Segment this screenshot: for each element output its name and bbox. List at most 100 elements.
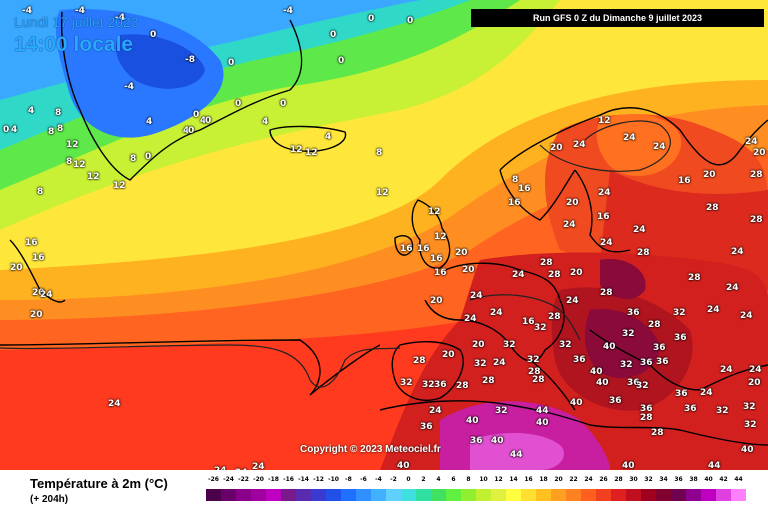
temperature-label: 24 [470,291,483,301]
temperature-label: 20 [430,296,443,306]
temperature-map: -4 -4 -4 -4 0 0 0 0 -8 0 0 -4 0 0 0 4 4 0 4 0 4 8 4 0 4 8 8 12 8 12 12… [0,0,768,470]
temperature-label: 28 [600,288,613,298]
temperature-label: 20 [442,350,455,360]
temperature-label: 40 [466,416,479,426]
temperature-label: 16 [522,317,535,327]
scale-swatch [251,489,266,501]
temperature-label: 20 [753,148,766,158]
temperature-label: 20 [30,310,43,320]
scale-swatch [386,489,401,501]
color-scale-bar [206,489,746,501]
scale-tick-label: 40 [704,476,713,483]
scale-swatch [656,489,671,501]
temperature-label: 0 [150,30,157,40]
scale-swatch [341,489,356,501]
temperature-label: 24 [633,225,646,235]
temperature-label: 16 [678,176,691,186]
temperature-label: 12 [598,116,611,126]
temperature-label: 16 [508,198,521,208]
temperature-label: -4 [75,6,85,16]
scale-tick-label: 8 [466,476,471,483]
scale-tick-label: 32 [644,476,653,483]
temperature-label: 0 [3,125,10,135]
temperature-label: 28 [651,428,664,438]
temperature-label: 4 [28,106,35,116]
temperature-label: 0 [368,14,375,24]
temperature-label: 4 [200,116,207,126]
scale-swatch [296,489,311,501]
scale-tick-label: 4 [436,476,441,483]
scale-tick-label: 38 [689,476,698,483]
scale-swatch [446,489,461,501]
temperature-label: 4 [146,117,153,127]
scale-tick-label: 6 [451,476,456,483]
temperature-label: 12 [305,148,318,158]
temperature-label: 24 [749,365,762,375]
temperature-label: 24 [745,137,758,147]
temperature-label: 32 [673,308,686,318]
temperature-label: 16 [417,244,430,254]
temperature-label: 20 [455,248,468,258]
temperature-label: 8 [512,175,519,185]
temperature-label: 28 [413,356,426,366]
temperature-label: 16 [430,254,443,264]
temperature-label: 28 [637,248,650,258]
scale-tick-label: 16 [524,476,533,483]
temperature-label: 20 [472,340,485,350]
temperature-label: 32 [622,329,635,339]
copyright-text: Copyright © 2023 Meteociel.fr [300,444,441,455]
temperature-label: 8 [37,187,44,197]
temperature-label: 36 [640,358,653,368]
temperature-label: 24 [512,270,525,280]
temperature-label: -4 [22,6,32,16]
color-scale-labels: -26 -24 -22 -20 -18 -16 -14 -12 -10 -8 -6 -4 -2 0 2 4 6 8… [206,476,746,487]
scale-swatch [551,489,566,501]
temperature-label: 16 [25,238,38,248]
temperature-label: 4 [11,125,18,135]
scale-tick-label: 10 [479,476,488,483]
temperature-label: 28 [548,312,561,322]
scale-swatch [566,489,581,501]
temperature-label: 20 [462,265,475,275]
temperature-label: 24 [573,140,586,150]
scale-swatch [611,489,626,501]
scale-tick-label: -16 [283,476,294,483]
legend-title: Température à 2m (°C) [30,476,168,491]
temperature-label: 24 [740,311,753,321]
temperature-label: 0 [188,126,195,136]
scale-tick-label: -22 [238,476,249,483]
scale-swatch [356,489,371,501]
temperature-label: -8 [185,55,195,65]
temperature-label: 16 [597,212,610,222]
scale-tick-label: 12 [494,476,503,483]
temperature-label: 36 [470,436,483,446]
color-scale: -26 -24 -22 -20 -18 -16 -14 -12 -10 -8 -6 -4 -2 0 2 4 6 8… [206,476,746,508]
scale-swatch [206,489,221,501]
temperature-label: 28 [528,367,541,377]
scale-swatch [281,489,296,501]
temperature-label: 8 [48,127,55,137]
temperature-label: 24 [214,466,227,470]
temperature-label: 36 [573,355,586,365]
forecast-local-time: 14:00 locale [14,33,134,56]
temperature-label: 4 [183,126,190,136]
temperature-label: 40 [491,436,504,446]
temperature-label: 36 [656,357,669,367]
scale-swatch [326,489,341,501]
forecast-lead-time: (+ 204h) [30,494,69,505]
temperature-label: 12 [113,181,126,191]
temperature-label: 36 [609,396,622,406]
temperature-label: 20 [10,263,23,273]
scale-swatch [641,489,656,501]
temperature-label: 20 [566,198,579,208]
temperature-label: 32 [636,381,649,391]
temperature-label: 28 [640,413,653,423]
scale-tick-label: -12 [313,476,324,483]
scale-tick-label: 22 [569,476,578,483]
scale-swatch [731,489,746,501]
temperature-label: 24 [731,247,744,257]
temperature-label: 0 [338,56,345,66]
scale-tick-label: 14 [509,476,518,483]
scale-swatch [401,489,416,501]
temperature-label: 40 [570,398,583,408]
